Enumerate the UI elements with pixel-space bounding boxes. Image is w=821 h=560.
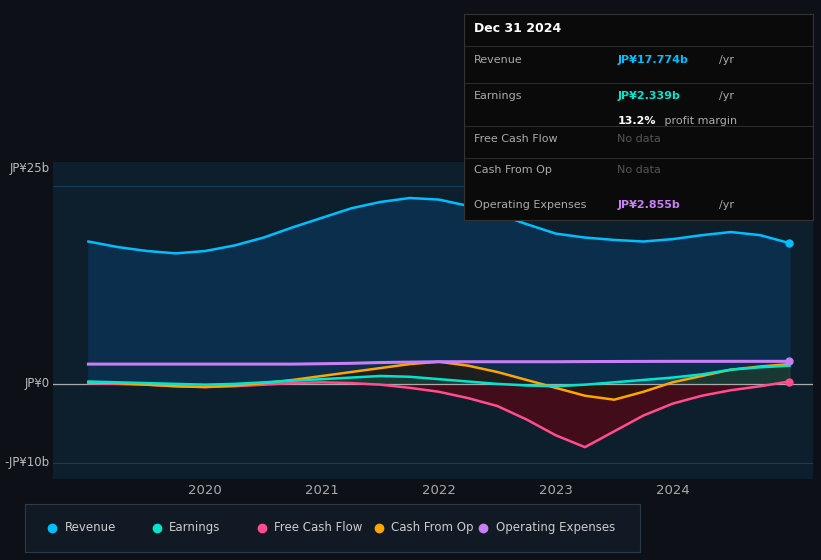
Text: Earnings: Earnings (169, 521, 221, 534)
Text: /yr: /yr (718, 91, 734, 101)
Text: JP¥2.339b: JP¥2.339b (617, 91, 681, 101)
Text: JP¥2.855b: JP¥2.855b (617, 200, 680, 210)
Text: Free Cash Flow: Free Cash Flow (475, 134, 558, 144)
Text: No data: No data (617, 165, 661, 175)
Text: JP¥17.774b: JP¥17.774b (617, 55, 688, 65)
Text: No data: No data (617, 134, 661, 144)
Text: Revenue: Revenue (65, 521, 116, 534)
Text: -JP¥10b: -JP¥10b (4, 456, 49, 469)
Text: Earnings: Earnings (475, 91, 523, 101)
Text: JP¥0: JP¥0 (25, 377, 49, 390)
Text: Operating Expenses: Operating Expenses (475, 200, 587, 210)
Text: JP¥25b: JP¥25b (10, 162, 49, 175)
Text: 13.2%: 13.2% (617, 116, 656, 126)
Text: Cash From Op: Cash From Op (475, 165, 553, 175)
Text: Revenue: Revenue (475, 55, 523, 65)
Text: Cash From Op: Cash From Op (391, 521, 474, 534)
Text: /yr: /yr (718, 55, 734, 65)
Text: profit margin: profit margin (661, 116, 737, 126)
Text: Operating Expenses: Operating Expenses (496, 521, 615, 534)
Text: Free Cash Flow: Free Cash Flow (274, 521, 362, 534)
Text: Dec 31 2024: Dec 31 2024 (475, 22, 562, 35)
Text: /yr: /yr (718, 200, 734, 210)
